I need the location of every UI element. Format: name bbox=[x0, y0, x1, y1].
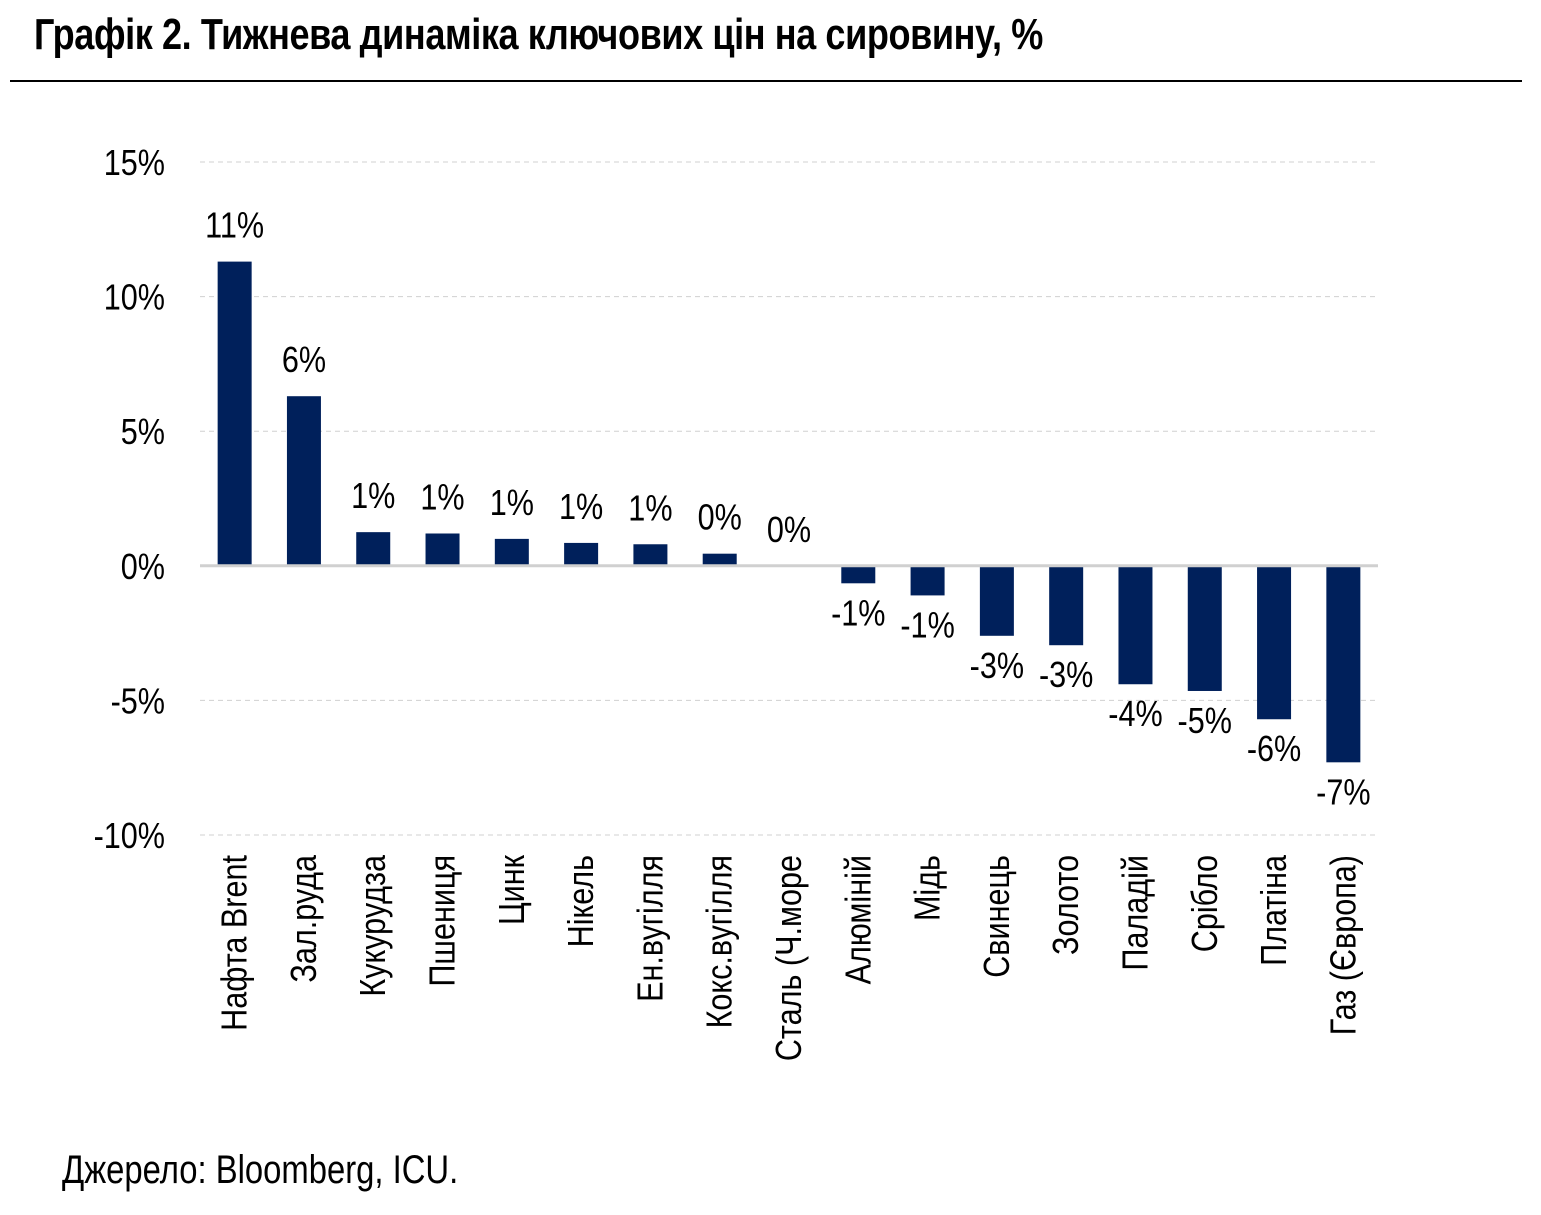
bar bbox=[979, 565, 1014, 636]
x-tick-label: Срібло bbox=[1186, 855, 1226, 952]
bar bbox=[1187, 565, 1222, 691]
x-tick-label: Кукурудза bbox=[354, 855, 394, 997]
bar bbox=[494, 538, 529, 566]
x-tick-label: Паладій bbox=[1116, 855, 1156, 971]
data-label: -3% bbox=[1039, 656, 1093, 696]
x-tick-label: Цинк bbox=[493, 855, 533, 925]
data-label: -7% bbox=[1316, 773, 1370, 813]
data-label: 0% bbox=[698, 498, 742, 538]
data-label: 11% bbox=[205, 206, 264, 246]
x-tick-label: Кокс.вугілля bbox=[700, 855, 740, 1028]
y-tick-label: -5% bbox=[111, 682, 165, 722]
data-label: 6% bbox=[282, 341, 326, 381]
bar bbox=[1257, 565, 1292, 720]
y-tick-label: 10% bbox=[104, 278, 165, 318]
bar bbox=[425, 533, 460, 566]
y-tick-label: 15% bbox=[104, 144, 165, 184]
data-label: -4% bbox=[1108, 695, 1162, 735]
x-tick-label: Золото bbox=[1047, 855, 1087, 955]
data-label: 0% bbox=[767, 511, 811, 551]
data-label: 1% bbox=[351, 477, 395, 517]
data-label: -3% bbox=[970, 647, 1024, 687]
bar bbox=[1049, 565, 1084, 646]
source-note: Джерело: Bloomberg, ICU. bbox=[62, 1148, 459, 1192]
x-tick-label: Зал.руда bbox=[285, 855, 325, 983]
x-tick-label: Газ (Європа) bbox=[1324, 855, 1364, 1035]
data-label: 1% bbox=[490, 484, 534, 524]
x-tick-label: Нікель bbox=[562, 855, 602, 947]
x-tick-label: Ен.вугілля bbox=[631, 855, 671, 1002]
x-tick-label: Мідь bbox=[908, 855, 948, 921]
data-label: -6% bbox=[1247, 730, 1301, 770]
title-divider bbox=[10, 80, 1522, 82]
bar bbox=[217, 261, 252, 566]
bar bbox=[356, 532, 391, 566]
x-tick-label: Нафта Brent bbox=[215, 854, 255, 1031]
x-tick-label: Платіна bbox=[1255, 855, 1295, 966]
y-tick-label: 5% bbox=[121, 413, 165, 453]
data-label: -1% bbox=[900, 606, 954, 646]
bar bbox=[633, 544, 668, 566]
bar bbox=[1118, 565, 1153, 685]
data-label: 1% bbox=[559, 488, 603, 528]
bar bbox=[841, 565, 876, 584]
y-tick-label: 0% bbox=[121, 548, 165, 588]
data-label: 1% bbox=[420, 478, 464, 518]
bar bbox=[564, 542, 599, 566]
bar bbox=[910, 565, 945, 596]
x-tick-label: Пшениця bbox=[423, 855, 463, 987]
x-tick-label: Сталь (Ч.море bbox=[770, 855, 810, 1061]
bar bbox=[286, 396, 321, 566]
x-tick-label: Алюміній bbox=[839, 855, 879, 984]
x-tick-label: Свинець bbox=[978, 855, 1018, 978]
y-tick-label: -10% bbox=[94, 817, 165, 857]
chart-title: Графік 2. Тижнева динаміка ключових цін … bbox=[34, 10, 1043, 59]
bar bbox=[702, 553, 737, 566]
bar bbox=[1326, 565, 1361, 763]
data-label: -5% bbox=[1178, 702, 1232, 742]
data-label: -1% bbox=[831, 594, 885, 634]
data-label: 1% bbox=[628, 489, 672, 529]
